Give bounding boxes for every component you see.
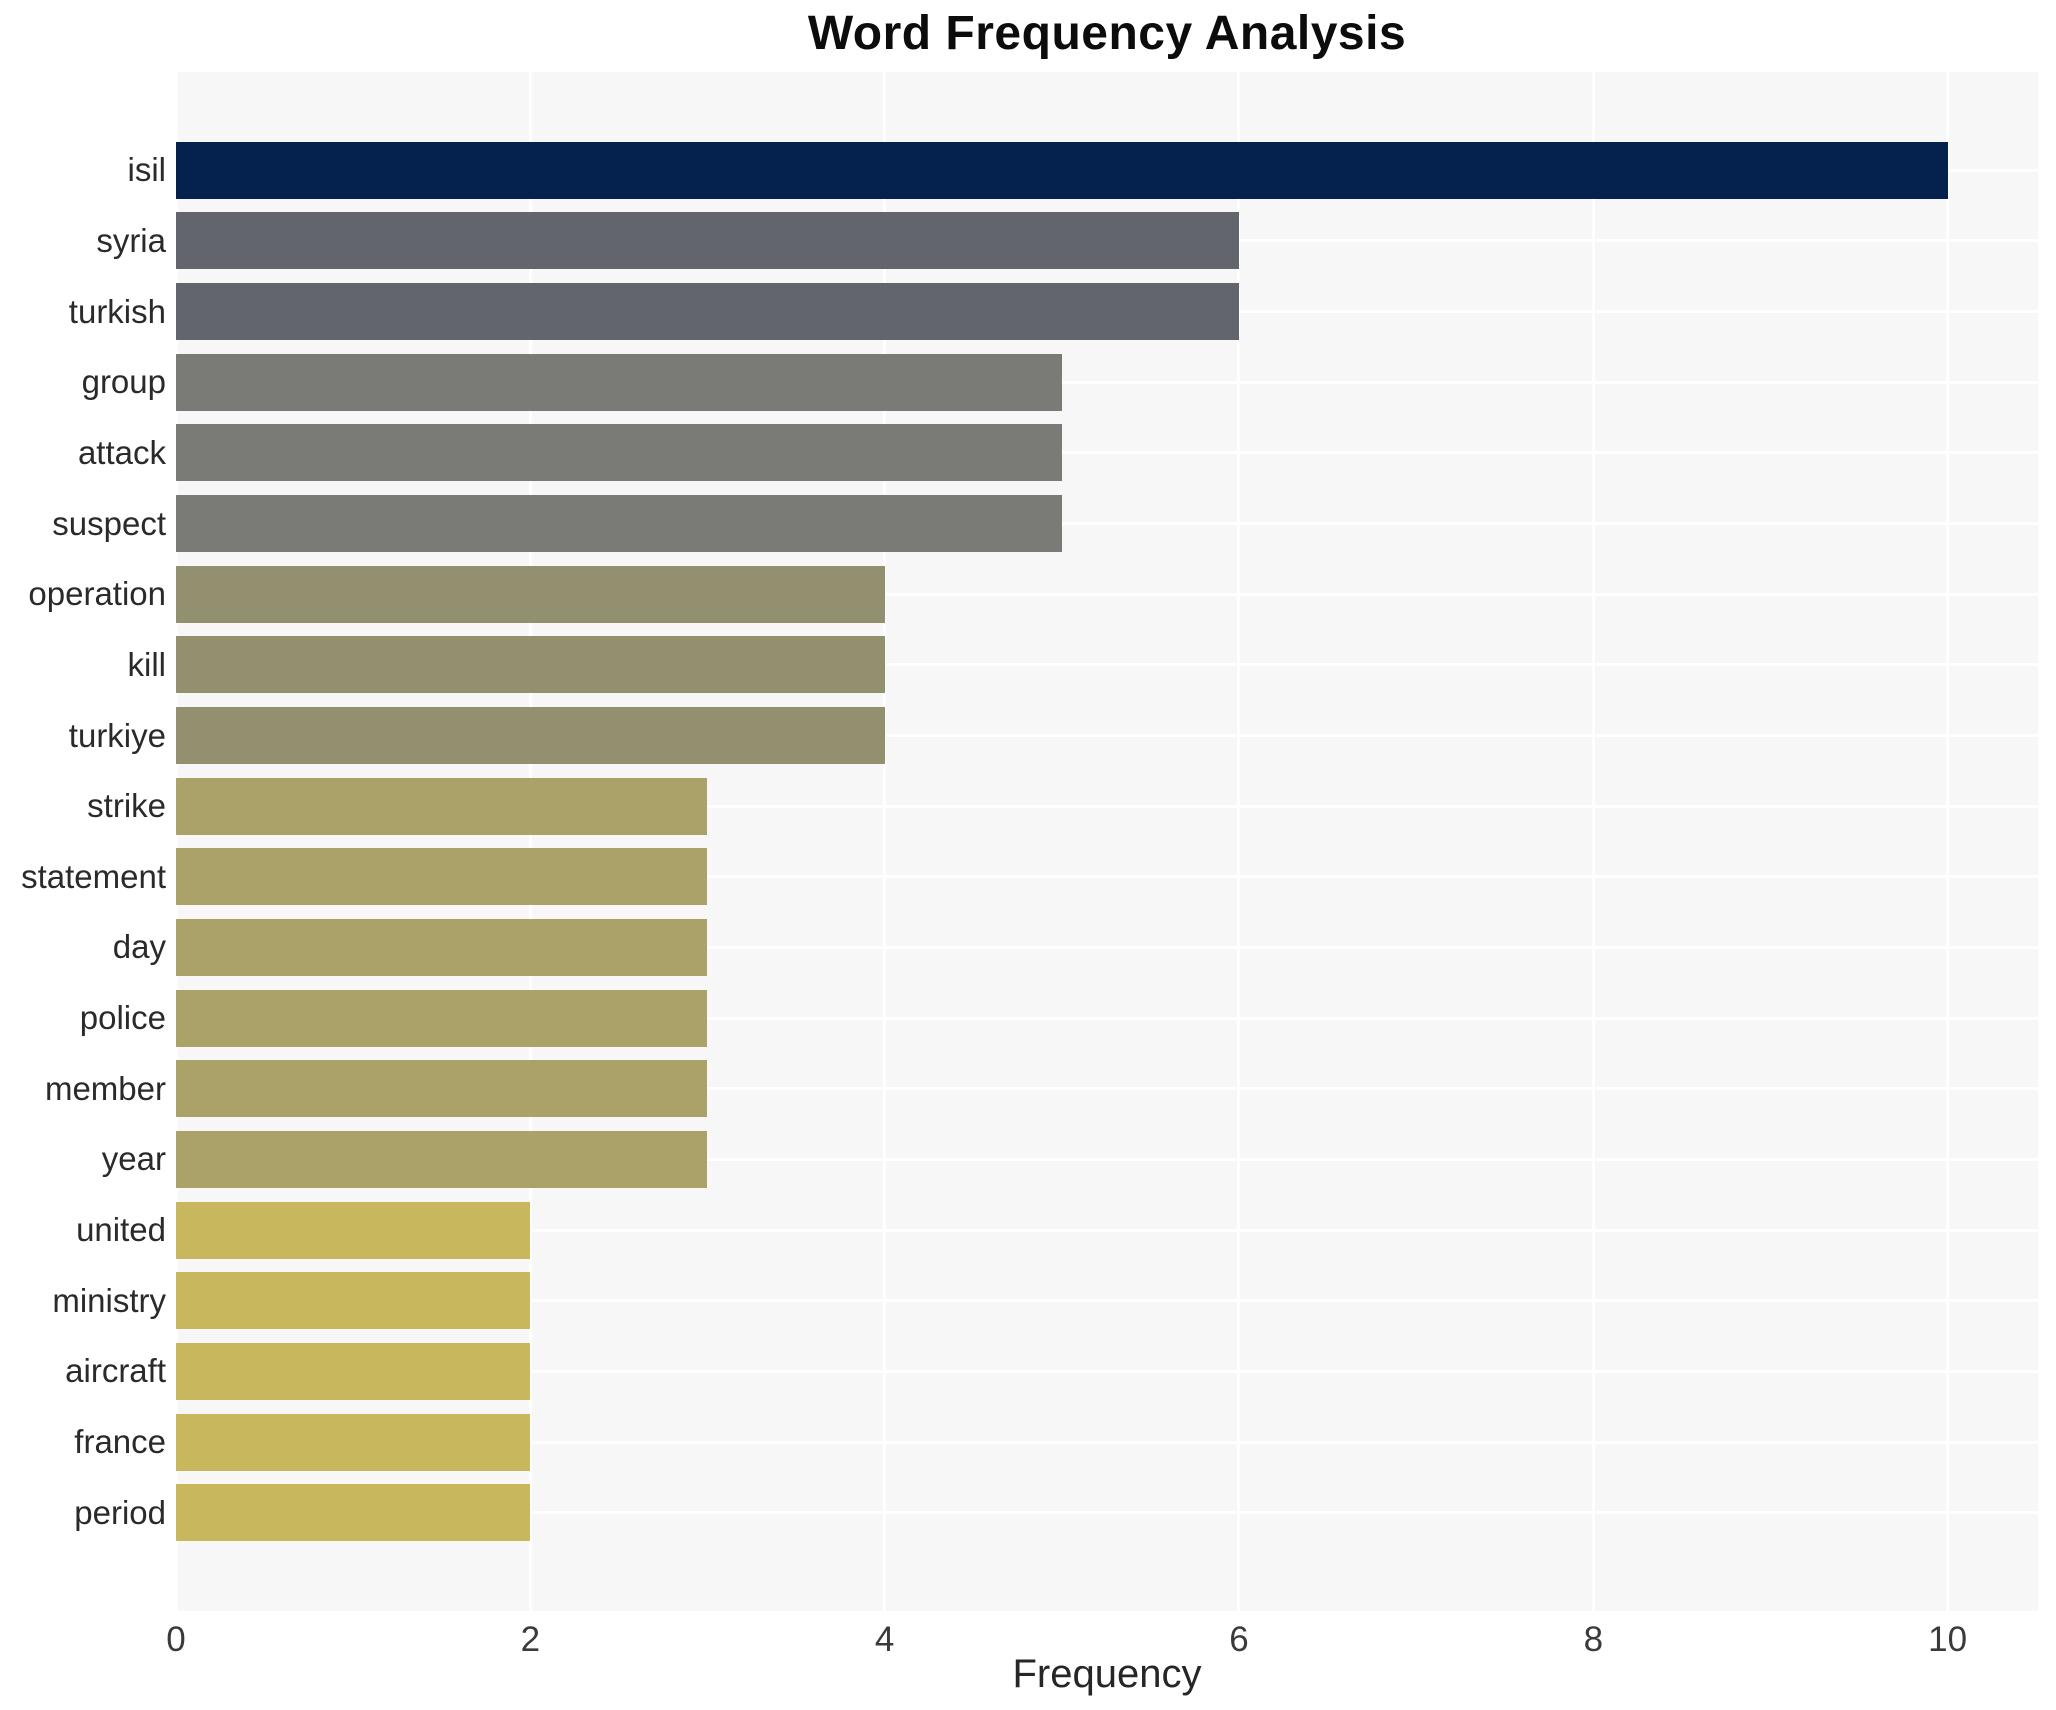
bar-syria <box>176 212 1239 270</box>
category-label-france: france <box>74 1423 166 1461</box>
bar-turkish <box>176 283 1239 341</box>
bar-united <box>176 1201 531 1259</box>
x-gridline-0 <box>174 72 178 1611</box>
x-gridline-6 <box>1237 72 1241 1611</box>
bar-suspect <box>176 495 1062 553</box>
bar-isil <box>176 141 1948 199</box>
y-gridline-kill <box>176 663 2038 667</box>
y-gridline-day <box>176 945 2038 949</box>
bar-turkiye <box>176 707 885 765</box>
bar-operation <box>176 565 885 623</box>
y-gridline-united <box>176 1228 2038 1232</box>
bar-period <box>176 1484 531 1542</box>
category-label-turkiye: turkiye <box>68 716 166 754</box>
category-label-member: member <box>44 1069 166 1107</box>
bar-aircraft <box>176 1342 531 1400</box>
y-gridline-statement <box>176 875 2038 879</box>
x-tick-label-0: 0 <box>166 1620 186 1659</box>
y-gridline-turkiye <box>176 734 2038 738</box>
category-label-turkish: turkish <box>68 292 166 330</box>
bar-police <box>176 989 708 1047</box>
category-label-suspect: suspect <box>52 504 166 542</box>
x-axis-title: Frequency <box>1012 1652 1202 1696</box>
category-label-year: year <box>101 1140 166 1178</box>
y-gridline-member <box>176 1087 2038 1091</box>
y-gridline-attack <box>176 451 2038 455</box>
bar-kill <box>176 636 885 694</box>
category-label-group: group <box>81 363 166 401</box>
y-gridline-aircraft <box>176 1369 2038 1373</box>
category-label-police: police <box>79 999 166 1037</box>
y-gridline-france <box>176 1440 2038 1444</box>
category-label-statement: statement <box>21 857 166 895</box>
x-tick-label-4: 4 <box>874 1620 895 1659</box>
category-label-united: united <box>76 1211 166 1249</box>
y-gridline-operation <box>176 592 2038 596</box>
y-gridline-group <box>176 380 2038 384</box>
bar-statement <box>176 848 708 906</box>
category-label-aircraft: aircraft <box>65 1352 166 1390</box>
category-label-isil: isil <box>127 151 167 189</box>
category-label-period: period <box>74 1493 166 1531</box>
y-gridline-year <box>176 1157 2038 1161</box>
x-gridline-4 <box>883 72 887 1611</box>
bar-strike <box>176 777 708 835</box>
y-gridline-period <box>176 1511 2038 1515</box>
category-label-kill: kill <box>127 645 167 683</box>
y-gridline-police <box>176 1016 2038 1020</box>
bar-france <box>176 1413 531 1471</box>
x-gridline-8 <box>1591 72 1595 1611</box>
category-label-attack: attack <box>77 433 166 471</box>
bar-member <box>176 1060 708 1118</box>
bar-year <box>176 1130 708 1188</box>
x-tick-label-10: 10 <box>1928 1620 1968 1659</box>
bar-day <box>176 918 708 976</box>
x-tick-label-2: 2 <box>520 1620 541 1659</box>
y-gridline-suspect <box>176 522 2038 526</box>
category-label-strike: strike <box>87 787 166 825</box>
y-gridline-strike <box>176 804 2038 808</box>
category-label-day: day <box>112 928 166 966</box>
category-label-ministry: ministry <box>52 1281 166 1319</box>
bar-group <box>176 353 1062 411</box>
category-label-syria: syria <box>96 221 166 259</box>
bar-ministry <box>176 1272 531 1330</box>
x-tick-label-6: 6 <box>1229 1620 1249 1659</box>
y-gridline-ministry <box>176 1299 2038 1303</box>
plot-area <box>174 72 2038 1611</box>
x-gridline-10 <box>1946 72 1950 1611</box>
bar-attack <box>176 424 1062 482</box>
x-gridline-2 <box>528 72 532 1611</box>
chart-title: Word Frequency Analysis <box>807 7 1407 60</box>
x-tick-label-8: 8 <box>1583 1620 1604 1659</box>
category-label-operation: operation <box>28 575 166 613</box>
